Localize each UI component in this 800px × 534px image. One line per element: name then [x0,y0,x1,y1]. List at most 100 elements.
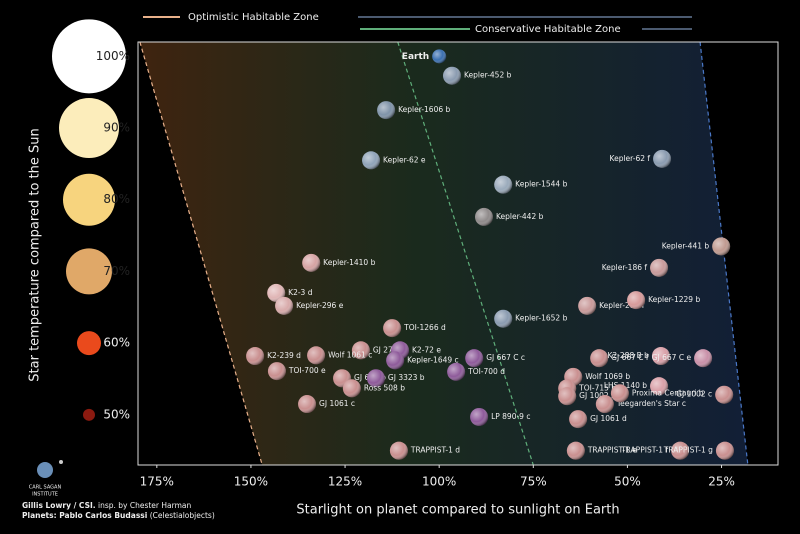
planet-label: TRAPPIST-1 e [587,446,637,455]
planet-shade [715,385,734,404]
y-tick-label: 60% [103,336,130,350]
planet-label: GJ 3323 b [388,373,425,382]
x-tick-label: 100% [422,475,456,489]
credit-source: (Celestialobjects) [150,511,215,520]
planet-label: TOI-700 d [467,367,505,376]
planet-shade [377,101,396,120]
planet-shade [694,349,713,368]
planet-shade [275,296,294,315]
planet-shade [351,341,370,360]
planet-label: K2-72 e [412,345,441,354]
planet-shade [569,410,588,429]
planet-label: Kepler-62 f [610,154,651,163]
planet-shade [267,362,286,381]
y-tick-label: 80% [103,192,130,206]
y-tick-label: 100% [96,49,130,63]
y-tick-label: 90% [103,121,130,135]
planet-shade [651,347,670,366]
planet-shade [432,49,447,64]
logo-text: INSTITUTE [32,492,58,498]
planet-shade [590,349,609,368]
planet-shade [474,207,493,226]
planet-shade [470,407,489,426]
planet-label: TOI-700 e [288,366,326,375]
planet-label: GJ 1002 c [676,390,712,399]
planet-label: GJ 273 b [373,345,405,354]
planet-label: Kepler-62 e [383,155,426,164]
planet-shade [366,369,385,388]
credits: Planets: Pablo Carlos Budassi (Celestial… [22,511,215,520]
planet-label: K2-288 B b [608,351,650,360]
planet-label: GJ 1002 b [579,391,616,400]
planet-shade [389,441,408,460]
y-tick-star [66,248,112,295]
planet-shade [362,151,381,170]
planet-label: TRAPPIST-1 d [410,446,460,455]
planet-shade [494,309,513,328]
planet-shade [307,346,326,365]
planet-shade [386,351,405,370]
planet-shade [715,441,734,460]
planet-shade [442,66,461,85]
planet-label: LHS 1140 b [604,381,647,390]
y-tick-star [52,19,126,94]
planet-label: Kepler-296 e [296,301,344,310]
planet-label: Wolf 1061 c [328,350,372,359]
planet-shade [465,349,484,368]
planet-shade [627,291,646,310]
y-tick-label: 50% [103,407,130,421]
y-tick-star [77,331,101,356]
logo: CARL SAGAN INSTITUTE [29,460,63,498]
planet-shade [566,441,585,460]
planet-shade [267,283,286,302]
planet-label: Kepler-296 f [599,301,645,310]
planet-shade [494,175,513,194]
planet-label: TRAPPIST-1 g [663,446,713,455]
x-tick-label: 125% [328,475,362,489]
y-axis-title: Star temperature compared to the Sun [28,128,43,381]
planet-label: Ross 508 b [364,383,405,392]
credit-author: Gillis Lowry / CSI. [22,501,96,510]
logo-text: CARL SAGAN [29,485,62,491]
planet-shade [653,149,672,168]
planet-label: Kepler-442 b [496,212,544,221]
y-tick-star [59,98,119,159]
planet-label: Kepler-1652 b [515,314,567,323]
planet-label: Kepler-452 b [464,71,512,80]
planet-label: Kepler-1606 b [398,105,450,114]
planet-label: Kepler-441 b [662,241,710,250]
planet-label: GJ 667 C c [486,353,525,362]
planet-label: Proxima Centauri b [632,388,704,397]
credits: Gillis Lowry / CSI. insp. by Chester Har… [22,501,191,510]
legend-label: Conservative Habitable Zone [475,24,621,35]
y-tick-star [83,408,95,421]
x-tick-label: 75% [520,475,547,489]
credit-planets: Planets: Pablo Carlos Budassi [22,511,147,520]
planet-label: GJ 667 C f [611,353,649,362]
planet-label: TOI-1266 d [403,323,446,332]
x-tick-label: 150% [234,475,268,489]
legend-label: Optimistic Habitable Zone [188,12,319,23]
planet-label: TRAPPIST-1 f [620,446,668,455]
planet-shade [712,237,731,256]
planet-shade [610,384,629,403]
planet-label: Kepler-1410 b [323,258,375,267]
logo-planet [37,462,53,478]
planet-label: Kepler-186 f [602,263,648,272]
planet-label: Kepler-1544 b [515,180,567,189]
planet-shade [650,377,669,396]
y-tick-star [63,173,115,226]
logo-moon [59,460,63,464]
planet-shade [650,258,669,277]
zone-boundary [139,42,263,465]
planet-label: LP 890-9 c [491,412,530,421]
y-tick-label: 70% [103,264,130,278]
planet-shade [302,253,321,272]
planet-label: TOI-715 b [578,383,616,392]
x-axis-title: Starlight on planet compared to sunlight… [296,503,619,518]
planet-label: GJ 667 C e [652,353,692,362]
x-tick-label: 25% [708,475,735,489]
credit-note: insp. by Chester Harman [98,501,191,510]
planet-label: Wolf 1069 b [585,372,630,381]
planet-label: GJ 1061 c [319,399,355,408]
